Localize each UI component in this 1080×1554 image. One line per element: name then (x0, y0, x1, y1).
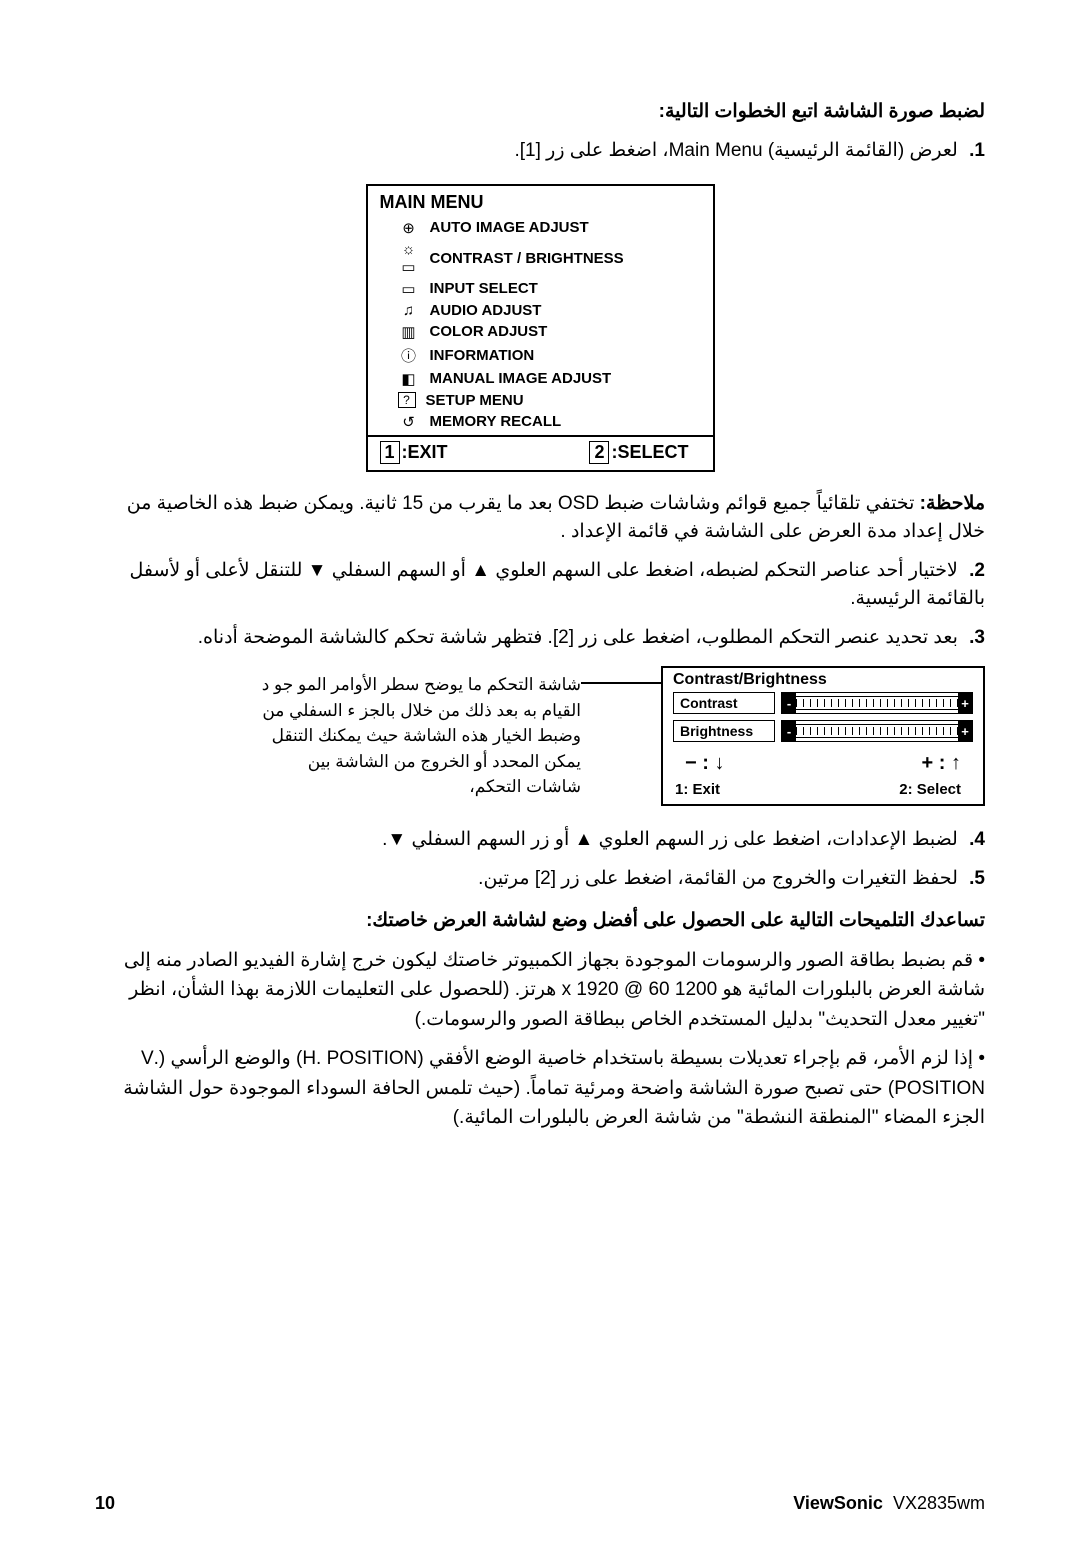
step-1-num: 1. (969, 140, 985, 161)
note-text: تختفي تلقائياً جميع قوائم وشاشات ضبط OSD… (127, 493, 985, 543)
main-menu-items: ⊕AUTO IMAGE ADJUST ☼ ▭CONTRAST / BRIGHTN… (368, 217, 713, 435)
main-menu-footer: 1:EXIT 2:SELECT (368, 435, 713, 470)
move-icon: ⊕ (398, 219, 420, 237)
step-3-num: 3. (969, 627, 985, 648)
menu-item-memory-recall: ↺MEMORY RECALL (398, 411, 701, 433)
cb-arrow-down: − : ↓ (685, 752, 724, 775)
step-3-text: بعد تحديد عنصر التحكم المطلوب، اضغط على … (198, 627, 958, 648)
info-icon: ⓘ (398, 345, 420, 366)
cb-contrast-slider: -+ (781, 692, 973, 714)
audio-icon: ♫ (398, 302, 420, 319)
menu-item-audio-adjust: ♫AUDIO ADJUST (398, 300, 701, 321)
cb-footer-exit: 1: Exit (675, 781, 720, 798)
cb-brightness-label: Brightness (673, 720, 775, 742)
menu-item-information: ⓘINFORMATION (398, 343, 701, 368)
menu-item-setup-menu: ?SETUP MENU (398, 390, 701, 411)
plus-icon: + (958, 693, 972, 713)
color-icon: ▥ (398, 323, 420, 341)
contrast-brightness-box: Contrast/Brightness Contrast -+ Brightne… (661, 666, 985, 806)
menu-item-auto-image-adjust: ⊕AUTO IMAGE ADJUST (398, 217, 701, 239)
page-heading: لضبط صورة الشاشة اتبع الخطوات التالية: (95, 100, 985, 123)
menu-footer-select: 2:SELECT (589, 441, 688, 464)
minus-icon: - (782, 721, 796, 741)
main-menu-box: MAIN MENU ⊕AUTO IMAGE ADJUST ☼ ▭CONTRAST… (366, 184, 715, 472)
menu-item-input-select: ▭INPUT SELECT (398, 278, 701, 300)
step-4-num: 4. (969, 829, 985, 850)
step-2: 2. لاختيار أحد عناصر التحكم لضبطه، اضغط … (95, 557, 985, 614)
cb-brightness-slider: -+ (781, 720, 973, 742)
cb-arrow-up: + : ↑ (922, 752, 961, 775)
page-footer: 10 ViewSonic VX2835wm (95, 1493, 985, 1514)
tip-2: • إذا لزم الأمر، قم بإجراء تعديلات بسيطة… (95, 1044, 985, 1132)
tip-1: • قم بضبط بطاقة الصور والرسومات الموجودة… (95, 946, 985, 1034)
step-5-text: لحفظ التغيرات والخروج من القائمة، اضغط ع… (478, 868, 958, 889)
brightness-icon: ☼ ▭ (398, 241, 420, 276)
footer-brand-model: ViewSonic VX2835wm (793, 1493, 985, 1514)
setup-icon: ? (398, 392, 416, 408)
step-3: 3. بعد تحديد عنصر التحكم المطلوب، اضغط ع… (95, 624, 985, 653)
page-number: 10 (95, 1493, 115, 1514)
step-1: 1. لعرض (القائمة الرئيسية) Main Menu، اض… (95, 137, 985, 166)
manual-icon: ◧ (398, 370, 420, 388)
cb-contrast-row: Contrast -+ (663, 692, 983, 714)
plus-icon: + (958, 721, 972, 741)
cb-footer: 1: Exit 2: Select (663, 779, 983, 804)
menu-footer-exit: 1:EXIT (380, 441, 448, 464)
note-label: ملاحظة: (920, 493, 985, 514)
cb-arrow-row: − : ↓ + : ↑ (663, 742, 983, 779)
input-icon: ▭ (398, 280, 420, 298)
cb-contrast-label: Contrast (673, 692, 775, 714)
menu-item-color-adjust: ▥COLOR ADJUST (398, 321, 701, 343)
contrast-brightness-figure: شاشة التحكم ما يوضح سطر الأوامر المو جو … (95, 666, 985, 806)
note-paragraph: ملاحظة: تختفي تلقائياً جميع قوائم وشاشات… (95, 490, 985, 547)
cb-title: Contrast/Brightness (663, 668, 983, 692)
tips-heading: تساعدك التلميحات التالية على الحصول على … (95, 909, 985, 932)
step-2-num: 2. (969, 560, 985, 581)
cb-brightness-row: Brightness -+ (663, 720, 983, 742)
menu-item-contrast-brightness: ☼ ▭CONTRAST / BRIGHTNESS (398, 239, 701, 278)
step-4: 4. لضبط الإعدادات، اضغط على زر السهم الع… (95, 826, 985, 855)
step-4-text: لضبط الإعدادات، اضغط على زر السهم العلوي… (382, 829, 958, 850)
step-2-text: لاختيار أحد عناصر التحكم لضبطه، اضغط على… (130, 560, 985, 610)
step-5-num: 5. (969, 868, 985, 889)
step-1-text: لعرض (القائمة الرئيسية) Main Menu، اضغط … (514, 140, 957, 161)
main-menu-title: MAIN MENU (368, 186, 713, 217)
connector-line (581, 682, 661, 684)
minus-icon: - (782, 693, 796, 713)
figure-caption: شاشة التحكم ما يوضح سطر الأوامر المو جو … (251, 666, 581, 800)
step-5: 5. لحفظ التغيرات والخروج من القائمة، اضغ… (95, 865, 985, 894)
menu-item-manual-image-adjust: ◧MANUAL IMAGE ADJUST (398, 368, 701, 390)
cb-footer-select: 2: Select (899, 781, 961, 798)
recall-icon: ↺ (398, 413, 420, 431)
